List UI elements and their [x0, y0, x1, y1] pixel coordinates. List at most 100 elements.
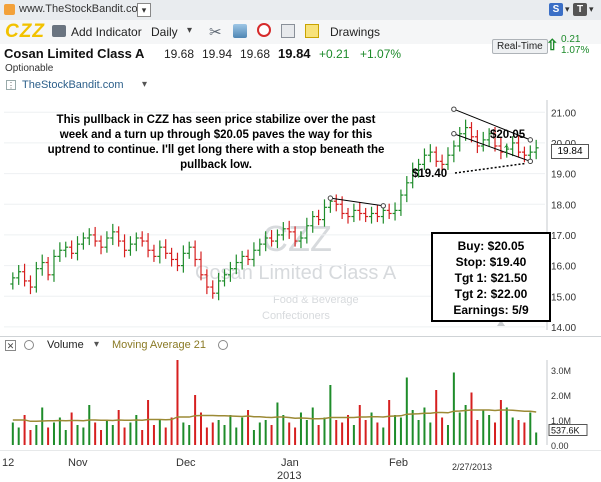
- trendline-jan-handle[interactable]: [327, 195, 334, 201]
- watermark-name: Cosan Limited Class A: [195, 262, 397, 284]
- price-bar: [110, 223, 116, 246]
- chart-grip-icon[interactable]: ⋮: [6, 80, 16, 90]
- volume-bar: [441, 417, 444, 445]
- trendline-upper-handle[interactable]: [527, 137, 533, 143]
- price-bar: [92, 226, 98, 247]
- volume-bar: [470, 392, 473, 445]
- volume-last-label: 537.6K: [551, 426, 580, 436]
- add-indicator-button[interactable]: Add Indicator: [71, 25, 142, 39]
- volume-bar: [11, 422, 14, 445]
- s-dropdown-icon[interactable]: ▾: [565, 4, 570, 14]
- volume-bar: [217, 420, 220, 445]
- trendline-lower-handle[interactable]: [451, 131, 457, 137]
- volume-bar: [117, 410, 120, 445]
- ma-settings-icon[interactable]: [218, 340, 228, 350]
- price-bar: [369, 206, 375, 224]
- tools-icon[interactable]: ✂: [209, 24, 222, 41]
- x-axis-label: 2013: [277, 470, 301, 482]
- volume-dropdown-icon[interactable]: ▾: [94, 339, 100, 350]
- dropdown-arrow-icon[interactable]: ▾: [137, 3, 151, 17]
- volume-bar: [129, 422, 132, 445]
- close-volume-icon[interactable]: ✕: [5, 340, 16, 351]
- x-axis-label: Feb: [389, 457, 408, 469]
- price-bar: [363, 207, 369, 223]
- realtime-button[interactable]: Real-Time: [492, 39, 548, 54]
- optionable-label: Optionable: [5, 63, 54, 74]
- volume-tick-label: 2.0M: [551, 391, 571, 401]
- s-badge[interactable]: S: [549, 3, 563, 16]
- volume-bar: [258, 422, 261, 445]
- price-bar: [357, 202, 363, 221]
- price-bar: [292, 226, 298, 247]
- price-bar: [257, 238, 263, 256]
- price-bar: [457, 126, 463, 152]
- source-dropdown-icon[interactable]: ▾: [142, 79, 148, 90]
- volume-bar: [523, 422, 526, 445]
- symbol-input[interactable]: CZZ: [5, 21, 45, 42]
- volume-bar: [423, 407, 426, 445]
- volume-bar: [64, 430, 67, 445]
- trendline-lower-handle[interactable]: [527, 158, 533, 165]
- price-bar: [51, 249, 57, 282]
- price-bar: [116, 226, 122, 247]
- price-bar: [410, 162, 416, 189]
- price-bar: [69, 240, 75, 259]
- volume-bar: [335, 420, 338, 445]
- interval-dropdown-icon[interactable]: ▾: [187, 25, 193, 36]
- volume-bar: [317, 425, 320, 445]
- trendline-jan: [330, 197, 384, 207]
- price-bar: [157, 240, 163, 264]
- volume-bar: [182, 422, 185, 445]
- price-bar: [216, 272, 222, 301]
- trendline-upper-handle[interactable]: [451, 106, 457, 112]
- price-bar: [33, 261, 39, 293]
- add-indicator-icon[interactable]: [52, 25, 66, 37]
- interval-select[interactable]: Daily: [151, 25, 178, 39]
- volume-bar: [299, 412, 302, 445]
- price-bar: [86, 228, 92, 246]
- volume-bar: [211, 422, 214, 445]
- price-bar: [122, 234, 128, 258]
- price-bar: [527, 145, 533, 161]
- alarm-clock-icon[interactable]: [257, 23, 271, 37]
- high-price: 19.94: [202, 47, 233, 61]
- volume-bar: [188, 425, 191, 445]
- volume-bar: [123, 427, 126, 445]
- price-bar: [204, 269, 210, 295]
- volume-settings-icon[interactable]: [24, 340, 34, 350]
- price-bar: [174, 252, 180, 272]
- open-price: 19.68: [164, 47, 195, 61]
- t-badge[interactable]: T: [573, 3, 587, 16]
- price-bar: [404, 176, 410, 203]
- price-bar: [39, 254, 45, 276]
- price-bar: [374, 205, 380, 223]
- price-bar: [498, 138, 504, 160]
- last-price-axis-label: 19.84: [551, 144, 589, 159]
- volume-bar: [417, 420, 420, 445]
- t-dropdown-icon[interactable]: ▾: [589, 4, 594, 14]
- volume-bar: [205, 427, 208, 445]
- volume-bar: [529, 412, 532, 445]
- table-icon[interactable]: [281, 24, 295, 38]
- volume-bar: [394, 415, 397, 445]
- small-change: 0.21: [561, 34, 581, 45]
- volume-bar: [276, 402, 279, 445]
- price-bar: [222, 269, 228, 287]
- price-bar: [151, 244, 157, 262]
- price-bar: [198, 251, 204, 281]
- note-icon[interactable]: [305, 24, 319, 38]
- volume-bar: [17, 427, 20, 445]
- volume-bar: [100, 430, 103, 445]
- volume-bar: [364, 420, 367, 445]
- volume-bar: [476, 420, 479, 445]
- trendline-jan-handle[interactable]: [380, 203, 386, 209]
- volume-chart[interactable]: 3.0M 2.0M 1.0M 0.00 537.6K: [0, 355, 601, 450]
- drawings-button[interactable]: Drawings: [330, 25, 381, 39]
- volume-bar: [158, 420, 161, 445]
- chart-settings-icon[interactable]: [233, 24, 247, 38]
- volume-bar: [452, 372, 455, 445]
- trendline-upper: [453, 108, 531, 141]
- price-bar: [139, 231, 145, 247]
- volume-bar: [223, 425, 226, 445]
- price-bar: [280, 222, 286, 241]
